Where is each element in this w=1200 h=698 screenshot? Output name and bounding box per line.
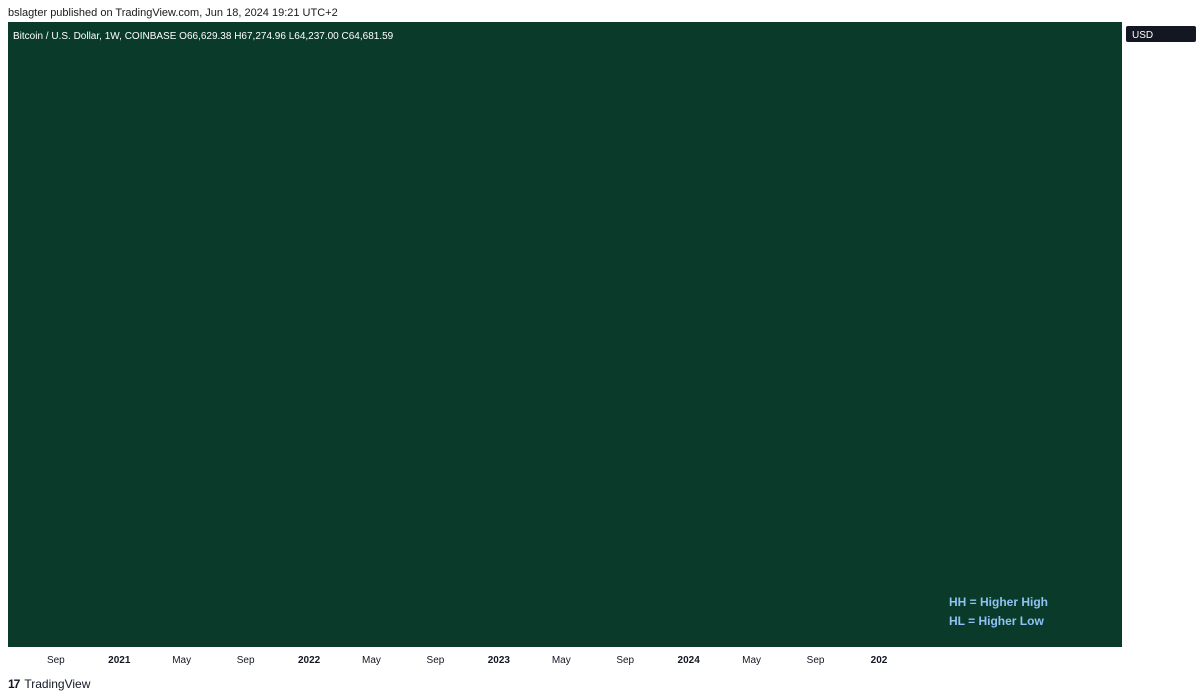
time-tick: 2022 <box>298 655 321 666</box>
time-tick: 2024 <box>678 655 701 666</box>
legend-hl: HL = Higher Low <box>949 614 1044 628</box>
time-tick: May <box>742 655 761 666</box>
time-tick: Sep <box>47 655 65 666</box>
time-tick: Sep <box>616 655 634 666</box>
legend-hh: HH = Higher High <box>949 595 1048 609</box>
time-tick: Sep <box>237 655 255 666</box>
time-tick: 202 <box>871 655 888 666</box>
symbol-info: Bitcoin / U.S. Dollar, 1W, COINBASE O66,… <box>13 31 394 42</box>
time-tick: 2021 <box>108 655 131 666</box>
plot-background <box>8 22 1122 647</box>
currency-badge[interactable] <box>1126 26 1196 42</box>
price-axis-panel <box>1122 22 1200 672</box>
time-tick: May <box>552 655 571 666</box>
time-tick: Sep <box>807 655 825 666</box>
published-caption: bslagter published on TradingView.com, J… <box>8 7 338 19</box>
price-chart[interactable]: HHHHHHHHHHHLHLHLHLHL$73.800$15.400$69.00… <box>8 22 1200 672</box>
time-axis-panel <box>8 647 1122 672</box>
tradingview-logo-icon[interactable]: 17 <box>8 677 20 691</box>
time-tick: 2023 <box>488 655 511 666</box>
footer-brand[interactable]: TradingView <box>24 677 91 691</box>
time-tick: Sep <box>427 655 445 666</box>
chart-area[interactable]: HHHHHHHHHHHLHLHLHLHL$73.800$15.400$69.00… <box>8 22 1200 672</box>
time-tick: May <box>172 655 191 666</box>
currency-label: USD <box>1132 30 1153 41</box>
time-tick: May <box>362 655 381 666</box>
footer: 17 TradingView <box>8 677 90 691</box>
